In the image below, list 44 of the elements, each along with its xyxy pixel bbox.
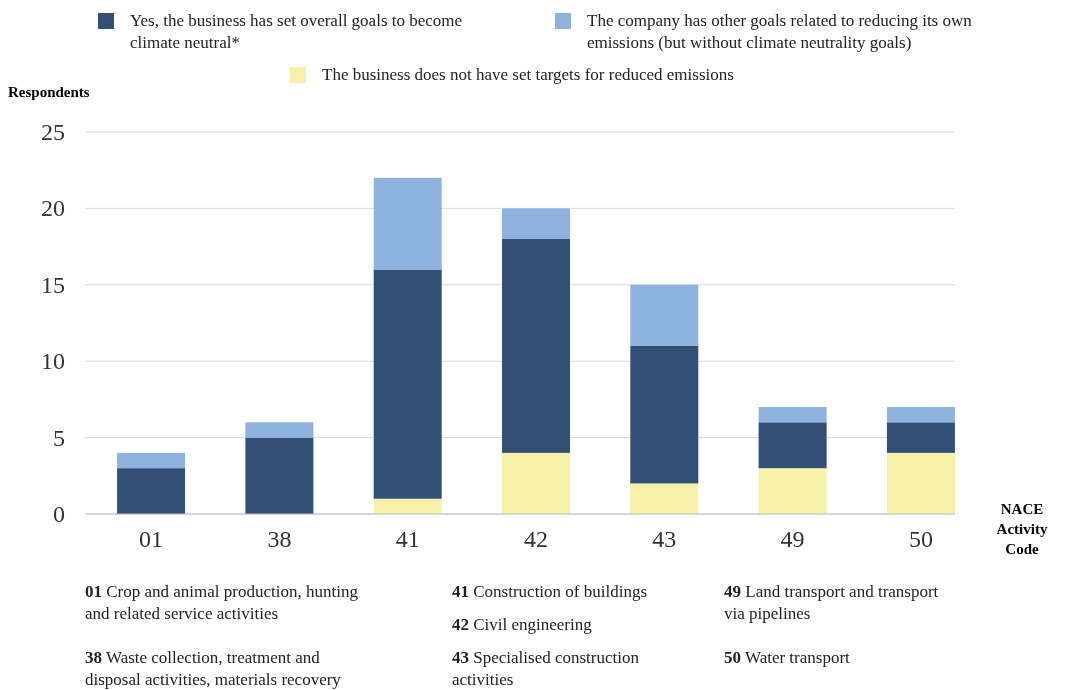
text: 38 Waste collection, treatment and disposal activities, materials recovery xyxy=(85,648,342,689)
bar xyxy=(245,437,314,514)
y-tick-label: 0 xyxy=(53,501,65,527)
bar xyxy=(373,498,442,514)
bar xyxy=(758,422,827,469)
text: 43 Specialised construction activities xyxy=(452,648,640,689)
bar xyxy=(373,269,442,499)
x-tick-label: 50 xyxy=(908,526,933,552)
bar xyxy=(502,238,570,453)
y-axis-title: Respondents xyxy=(8,84,90,100)
bar xyxy=(502,452,570,514)
bar xyxy=(117,468,186,514)
text: 01 Crop and animal production, hunting and related service activities xyxy=(85,582,359,623)
bar xyxy=(630,345,699,484)
bar xyxy=(886,407,955,423)
x-tick-label: 43 xyxy=(652,526,677,552)
y-tick-label: 5 xyxy=(53,424,65,451)
bar xyxy=(886,422,955,453)
bar xyxy=(373,177,442,270)
y-tick-label: 15 xyxy=(41,271,65,298)
x-tick-label: 49 xyxy=(780,526,805,552)
legend-label: The business does not have set targets for reduced emissions xyxy=(322,65,734,84)
text: 49 Land transport and transport via pipelines xyxy=(724,582,939,623)
x-tick-label: 41 xyxy=(395,526,420,552)
text: 41 Construction of buildings xyxy=(452,582,648,601)
x-tick-label: 38 xyxy=(267,526,292,552)
text: 42 Civil engineering xyxy=(452,615,593,634)
y-tick-label: 25 xyxy=(41,119,65,145)
bar xyxy=(630,284,699,346)
bar xyxy=(117,452,186,469)
y-tick-label: 20 xyxy=(41,195,65,222)
bar xyxy=(758,407,827,423)
bar xyxy=(630,483,699,514)
x-axis-title: NACE Activity Code xyxy=(996,501,1048,557)
x-tick-label: 01 xyxy=(139,526,164,552)
legend-label: Yes, the business has set overall goals to become climate neutral* xyxy=(130,11,463,52)
x-tick-label: 42 xyxy=(524,526,548,552)
text: 50 Water transport xyxy=(724,648,851,667)
y-tick-label: 10 xyxy=(41,348,65,375)
bar xyxy=(758,468,827,514)
bar xyxy=(245,422,314,438)
bar xyxy=(886,452,955,514)
legend-label: The company has other goals related to reducing its own emissions (but without climate neutrality goals) xyxy=(587,11,973,52)
bar xyxy=(502,208,570,239)
